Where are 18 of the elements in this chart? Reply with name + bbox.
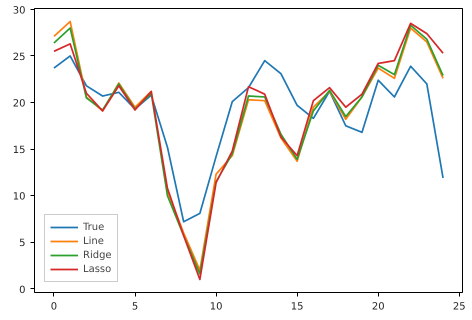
x-tick-label: 25 <box>452 302 466 312</box>
y-tick-label: 5 <box>19 238 26 250</box>
y-tick-label: 30 <box>12 5 26 16</box>
y-tick-label: 20 <box>12 98 26 110</box>
x-tick-label: 10 <box>210 302 222 312</box>
y-tick-label: 25 <box>12 52 26 63</box>
x-tick-label: 20 <box>372 302 385 312</box>
x-tick-label: 15 <box>290 302 304 312</box>
legend-label: True <box>83 220 104 234</box>
legend-label: Lasso <box>83 262 112 276</box>
y-tick-label: 0 <box>19 284 26 296</box>
legend-label: Line <box>83 234 104 248</box>
legend-label: Ridge <box>83 248 112 262</box>
y-tick-label: 15 <box>12 145 26 156</box>
x-tick-label: 5 <box>132 302 138 312</box>
line-series <box>53 55 444 223</box>
x-tick-label: 0 <box>50 302 58 312</box>
y-tick-label: 10 <box>12 192 26 203</box>
